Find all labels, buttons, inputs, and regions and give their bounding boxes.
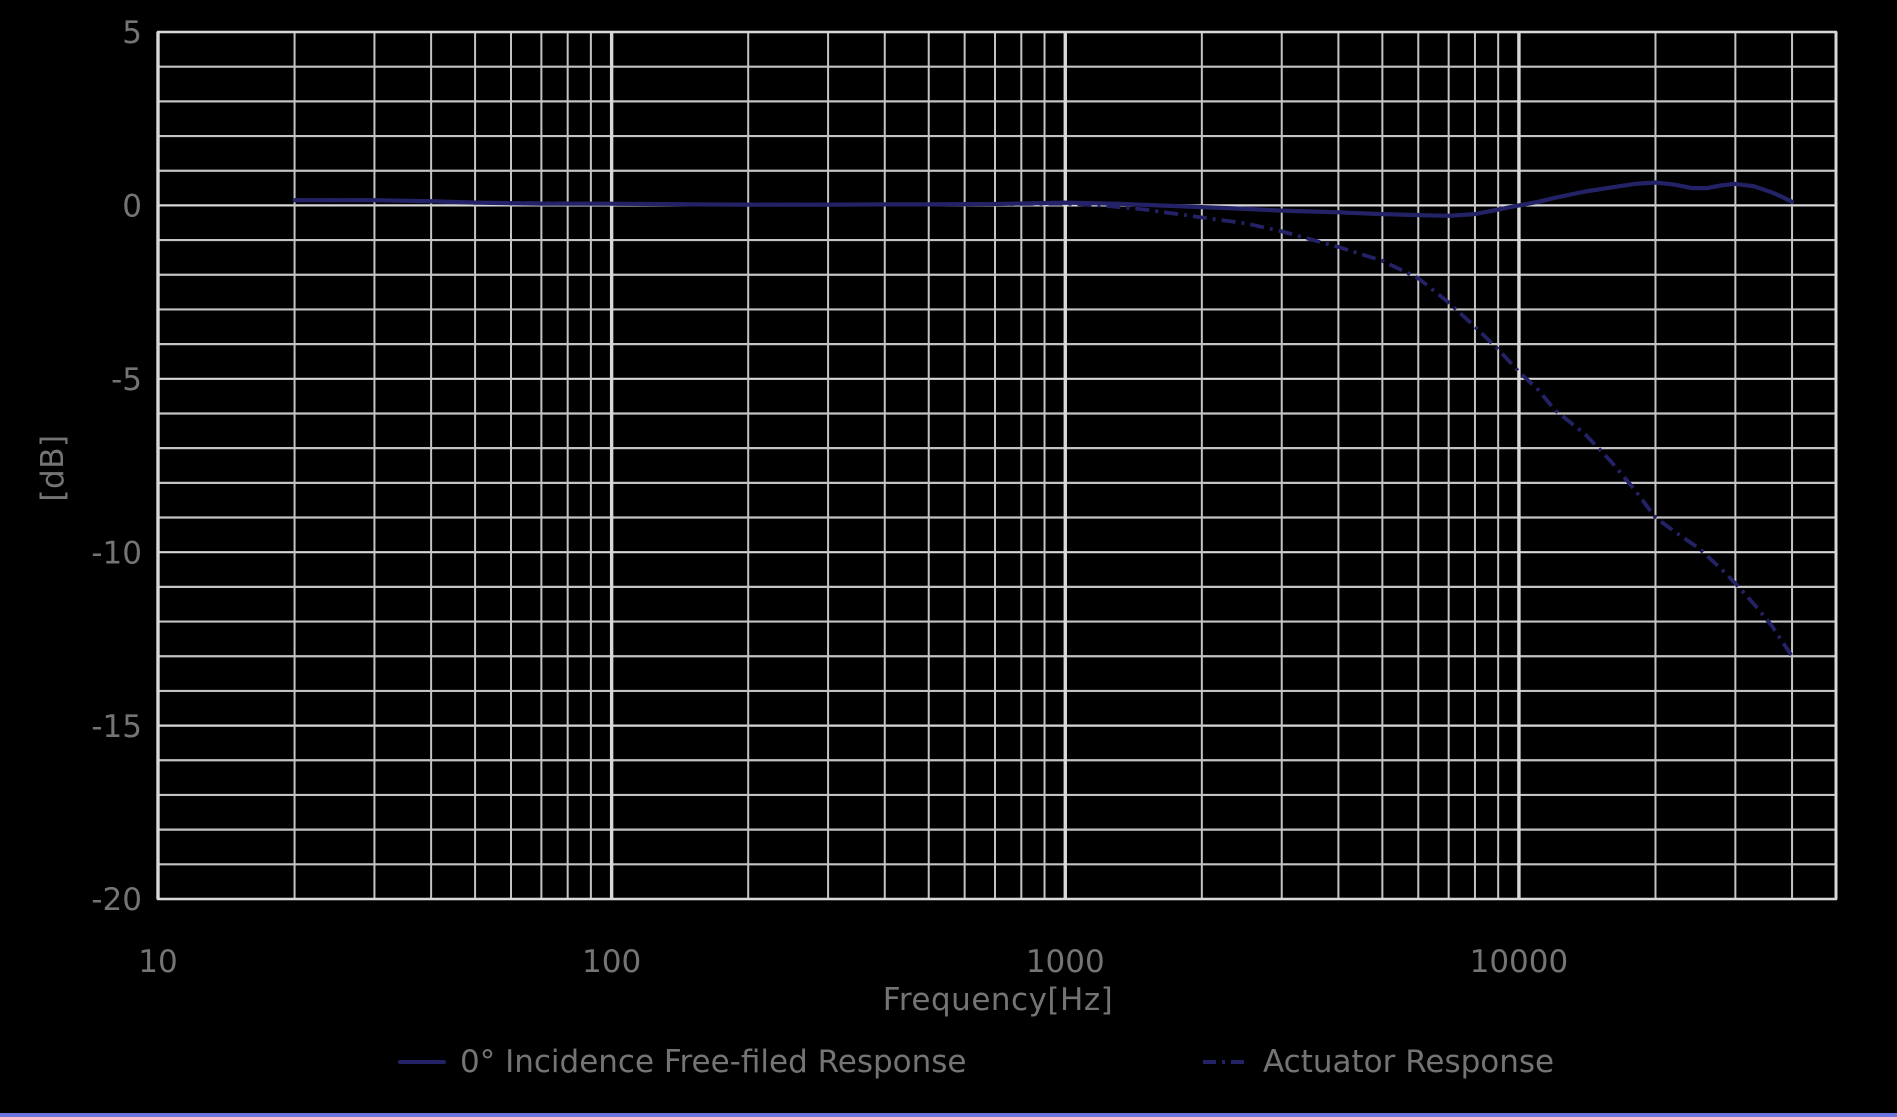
x-tick-label: 100: [582, 944, 641, 980]
bottom-accent-bar: [0, 1113, 1897, 1117]
legend-label-free-field: 0° Incidence Free-filed Response: [460, 1044, 967, 1080]
y-axis-label: [dB]: [35, 434, 71, 502]
x-tick-label: 1000: [1026, 944, 1105, 980]
y-tick-label: -15: [91, 709, 142, 745]
legend-item-actuator: Actuator Response: [1201, 1044, 1554, 1080]
dashdot-line-swatch-icon: [1203, 1060, 1247, 1064]
plot-frame: [156, 30, 1838, 901]
x-tick-label: 10000: [1470, 944, 1569, 980]
legend-item-free-field: 0° Incidence Free-filed Response: [398, 1044, 967, 1080]
y-tick-label: -20: [91, 882, 142, 918]
free-field-response-curve: [292, 180, 1795, 218]
solid-line-swatch-icon: [398, 1060, 446, 1064]
legend-label-actuator: Actuator Response: [1263, 1044, 1555, 1080]
x-axis-label: Frequency[Hz]: [882, 982, 1114, 1018]
x-tick-label: 10: [138, 944, 177, 980]
y-tick-label: -10: [91, 535, 142, 571]
y-tick-label: 5: [122, 15, 142, 51]
y-tick-label: -5: [111, 362, 142, 398]
y-tick-label: 0: [122, 189, 142, 225]
